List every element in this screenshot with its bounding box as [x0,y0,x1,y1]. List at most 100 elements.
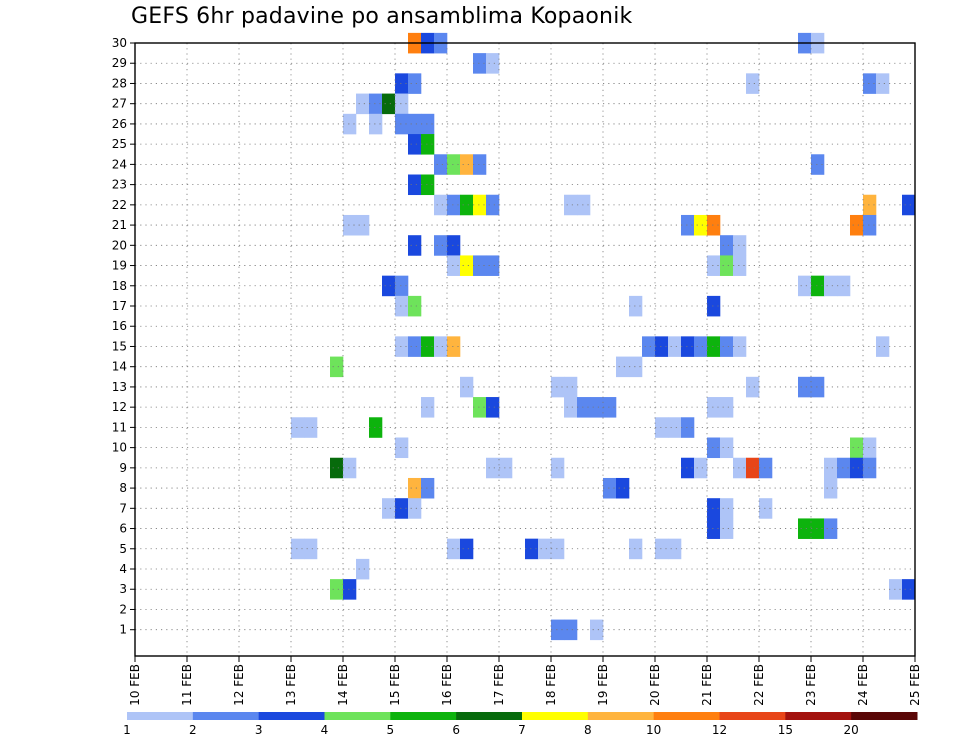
heatmap-cell [681,214,695,236]
heatmap-cell [629,295,643,317]
heatmap-cell [551,538,565,560]
heatmap-cell [733,255,747,276]
heatmap-cell [356,93,370,115]
y-tick-label: 15 [112,339,127,353]
x-tick-label: 22 FEB [752,664,766,706]
x-tick-label: 15 FEB [388,664,402,706]
legend-label: 20 [844,723,859,737]
heatmap-cell [720,255,734,276]
legend-label: 5 [387,723,395,737]
heatmap-cell [408,134,422,155]
heatmap-cell [850,214,864,236]
heatmap-cell [811,518,825,539]
heatmap-cell [486,255,500,276]
heatmap-cell [434,154,448,175]
heatmap-cell [408,295,422,317]
heatmap-cell [642,336,656,357]
legend-label: 3 [255,723,263,737]
heatmap-cell [759,457,773,479]
heatmap-cell [291,417,305,438]
heatmap-cell [863,73,877,94]
heatmap-cell [603,397,617,418]
heatmap-cell [746,457,760,479]
heatmap-cell [902,194,916,216]
heatmap-cell [408,477,422,499]
heatmap-cell [382,93,396,115]
x-tick-label: 21 FEB [700,664,714,706]
heatmap-cell [707,437,721,459]
heatmap-cell [473,53,487,74]
heatmap-cell [889,579,903,600]
heatmap-cell [395,275,409,297]
heatmap-cell [837,457,851,479]
y-tick-label: 21 [112,218,127,232]
y-tick-label: 1 [119,623,127,637]
x-tick-label: 13 FEB [284,664,298,706]
heatmap-cell [369,93,383,115]
heatmap-cell [590,619,604,641]
heatmap-cell [798,275,812,297]
heatmap-cell [421,113,435,135]
heatmap-cell [720,498,734,519]
heatmap-cell [486,457,500,479]
heatmap-cell [538,538,552,560]
heatmap-cell [733,457,747,479]
heatmap-cell [746,376,760,398]
heatmap-cell [486,397,500,418]
y-tick-label: 4 [119,562,127,576]
x-tick-label: 17 FEB [492,664,506,706]
heatmap-cell [707,498,721,519]
heatmap-cell [564,619,578,641]
heatmap-cell [720,397,734,418]
legend-label: 15 [778,723,793,737]
heatmap-cell [304,417,318,438]
x-tick-label: 19 FEB [596,664,610,706]
heatmap-cell [447,235,461,256]
heatmap-cell [330,356,344,378]
heatmap-cell [447,194,461,216]
legend-swatch [785,712,852,720]
heatmap-cell [629,538,643,560]
heatmap-cell [395,73,409,94]
heatmap-cell [811,275,825,297]
heatmap-cell [408,235,422,256]
heatmap-cell [382,275,396,297]
heatmap-cell [720,235,734,256]
heatmap-cell [343,579,357,600]
heatmap-cell [759,498,773,519]
heatmap-cell [473,397,487,418]
heatmap-cell [343,214,357,236]
legend-swatch [127,712,194,720]
heatmap-cell [447,538,461,560]
heatmap-cell [473,194,487,216]
legend-label: 7 [518,723,526,737]
heatmap-cell [629,356,643,378]
y-axis: 1234567891011121314151617181920212223242… [112,36,135,637]
heatmap-cell [720,518,734,539]
x-tick-label: 12 FEB [232,664,246,706]
y-tick-label: 26 [112,117,127,131]
heatmap-cell [369,417,383,438]
heatmap-cell [863,194,877,216]
heatmap-cell [460,538,474,560]
heatmap-cell [694,336,708,357]
heatmap-cell [434,235,448,256]
heatmap-cell [655,417,669,438]
heatmap-cell [811,376,825,398]
legend-label: 4 [321,723,329,737]
legend-label: 12 [712,723,727,737]
heatmap-cell [330,457,344,479]
legend-swatch [258,712,325,720]
heatmap-cell [304,538,318,560]
heatmap-cell [434,336,448,357]
heatmap-cell [876,336,890,357]
heatmap-cell [382,498,396,519]
legend-swatch [390,712,457,720]
heatmap-cell [681,457,695,479]
x-tick-label: 14 FEB [336,664,350,706]
heatmap-cell [434,194,448,216]
chart-title: GEFS 6hr padavine po ansamblima Kopaonik [131,4,633,29]
legend-label: 8 [584,723,592,737]
x-tick-label: 11 FEB [180,664,194,706]
heatmap-cell [421,477,435,499]
